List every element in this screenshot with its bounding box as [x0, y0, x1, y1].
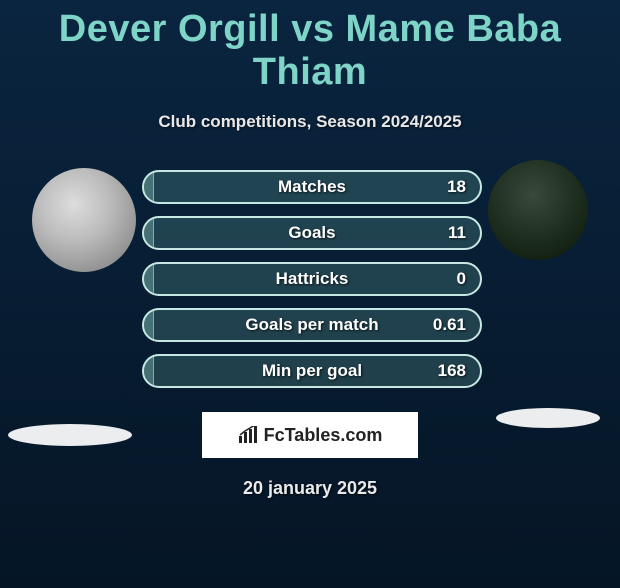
- player-left-avatar: [32, 168, 136, 272]
- bar-value-right: 11: [448, 223, 466, 243]
- bar-label: Goals per match: [245, 315, 378, 335]
- date-label: 20 january 2025: [0, 478, 620, 499]
- bar-goals: Goals 11: [142, 216, 482, 250]
- bar-matches: Matches 18: [142, 170, 482, 204]
- bar-minpergoal: Min per goal 168: [142, 354, 482, 388]
- bar-fill: [144, 310, 154, 340]
- bar-fill: [144, 356, 154, 386]
- bar-value-right: 18: [447, 177, 466, 197]
- player-right-avatar: [488, 160, 588, 260]
- bar-label: Min per goal: [262, 361, 362, 381]
- bar-label: Hattricks: [276, 269, 349, 289]
- comparison-panel: Matches 18 Goals 11 Hattricks 0 Goals pe…: [0, 166, 620, 388]
- brand-box[interactable]: FcTables.com: [202, 412, 418, 458]
- subtitle: Club competitions, Season 2024/2025: [0, 112, 620, 132]
- page-title: Dever Orgill vs Mame Baba Thiam: [0, 8, 620, 94]
- brand-text: FcTables.com: [264, 425, 383, 446]
- bar-value-right: 0: [457, 269, 466, 289]
- bar-value-right: 0.61: [433, 315, 466, 335]
- bar-fill: [144, 218, 154, 248]
- bar-label: Goals: [288, 223, 335, 243]
- stat-bars: Matches 18 Goals 11 Hattricks 0 Goals pe…: [142, 170, 482, 388]
- bar-fill: [144, 172, 154, 202]
- bar-hattricks: Hattricks 0: [142, 262, 482, 296]
- chart-icon: [238, 426, 260, 444]
- avatar-shadow: [496, 408, 600, 428]
- bar-gpm: Goals per match 0.61: [142, 308, 482, 342]
- avatar-shadow: [8, 424, 132, 446]
- bar-fill: [144, 264, 154, 294]
- bar-value-right: 168: [438, 361, 466, 381]
- bar-label: Matches: [278, 177, 346, 197]
